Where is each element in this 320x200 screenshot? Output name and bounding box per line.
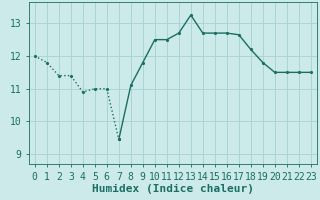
X-axis label: Humidex (Indice chaleur): Humidex (Indice chaleur): [92, 184, 254, 194]
